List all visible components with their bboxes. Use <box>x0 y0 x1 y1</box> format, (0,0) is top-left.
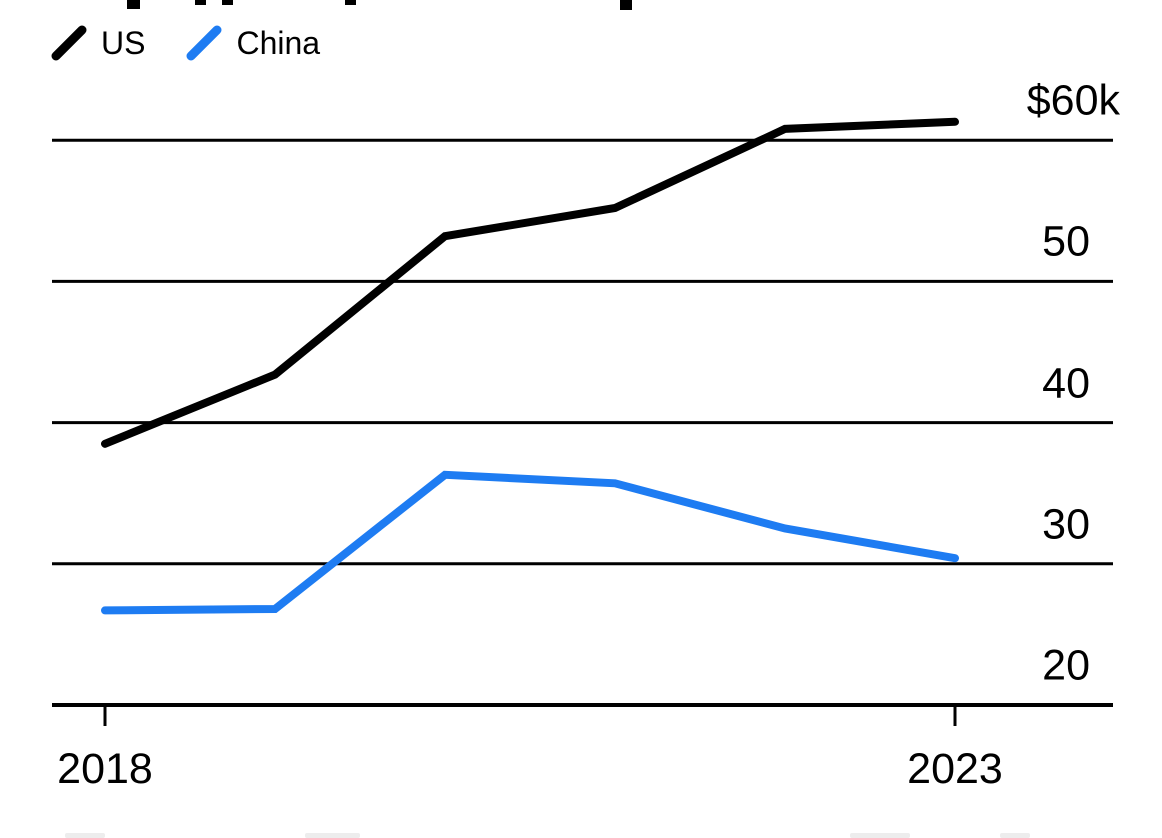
us-line-swatch-icon <box>51 25 87 61</box>
cropped-caption-fragment <box>305 833 360 838</box>
y-axis-label: 40 <box>1042 359 1090 408</box>
legend: US China <box>50 24 320 62</box>
y-axis-label: 20 <box>1042 641 1090 690</box>
legend-label-china: China <box>236 25 321 61</box>
y-axis-label: 30 <box>1042 500 1090 549</box>
cropped-caption-fragment <box>850 833 910 838</box>
legend-item-china: China <box>185 24 320 62</box>
cropped-title-fragment <box>620 0 632 10</box>
x-axis-label: 2023 <box>907 745 1003 793</box>
china-line-swatch-icon <box>186 25 222 61</box>
series-line-china <box>101 470 959 615</box>
cropped-title-fragment <box>222 0 233 5</box>
cropped-caption-fragment <box>65 833 105 838</box>
cropped-title-fragment <box>195 0 206 5</box>
cropped-title-fragment <box>127 0 140 9</box>
legend-label-us: US <box>101 25 146 61</box>
cropped-title-fragment <box>345 0 356 5</box>
series-line-us <box>101 117 959 448</box>
x-axis-label: 2018 <box>57 745 153 793</box>
cropped-caption-fragment <box>1000 833 1030 838</box>
y-axis-label: $60k <box>1026 76 1120 125</box>
legend-item-us: US <box>50 24 145 62</box>
y-axis-label: 50 <box>1042 217 1090 266</box>
